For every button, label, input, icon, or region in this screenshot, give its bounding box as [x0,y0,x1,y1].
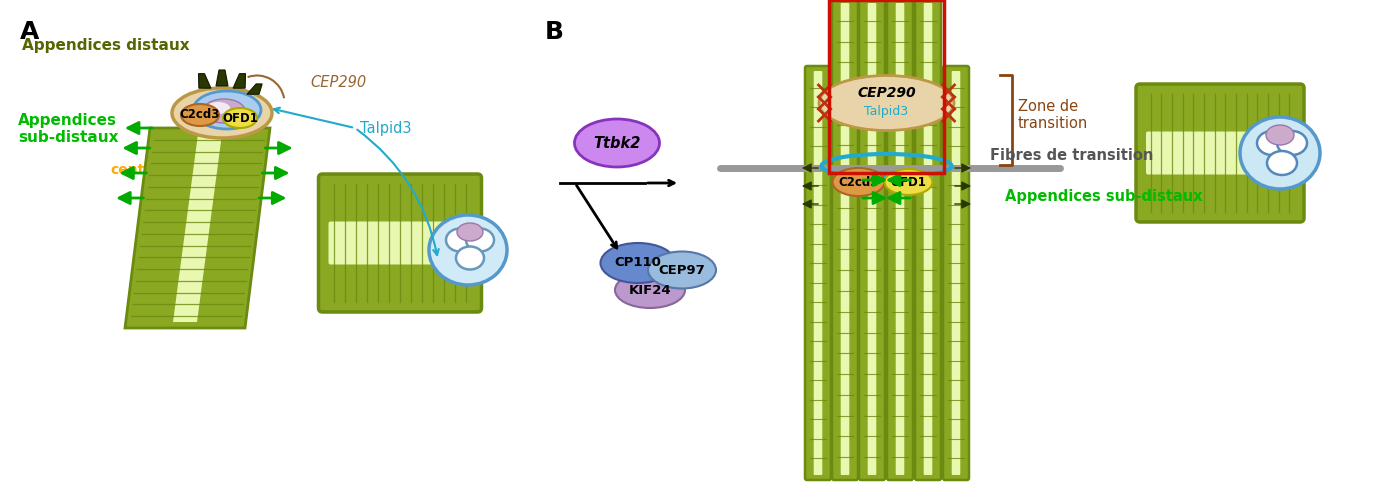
Text: CP110: CP110 [615,256,662,269]
Ellipse shape [600,243,676,283]
Ellipse shape [181,104,220,126]
FancyBboxPatch shape [328,222,471,264]
Polygon shape [125,128,270,328]
Polygon shape [199,74,211,88]
Text: OFD1: OFD1 [222,112,258,124]
Ellipse shape [884,169,932,195]
Ellipse shape [1266,125,1293,145]
Polygon shape [247,84,262,94]
Polygon shape [233,74,246,88]
Polygon shape [173,134,222,322]
Text: CEP290: CEP290 [310,75,367,90]
FancyBboxPatch shape [1135,84,1304,222]
FancyBboxPatch shape [832,0,858,480]
Text: CEP290: CEP290 [857,86,916,100]
FancyBboxPatch shape [1146,131,1293,174]
Ellipse shape [456,247,485,269]
Ellipse shape [172,88,272,138]
Text: Appendices sub-distaux: Appendices sub-distaux [1005,189,1203,204]
Text: C2cd3: C2cd3 [839,175,879,189]
Ellipse shape [194,91,261,129]
Ellipse shape [1240,117,1319,189]
FancyBboxPatch shape [895,3,905,475]
Text: Talpid3: Talpid3 [865,105,909,118]
Text: OFD1: OFD1 [891,175,927,189]
Text: B: B [545,20,564,44]
Ellipse shape [832,168,884,196]
FancyBboxPatch shape [868,3,876,475]
Ellipse shape [428,215,507,285]
FancyBboxPatch shape [840,3,850,475]
Text: Ttbk2: Ttbk2 [593,135,641,150]
Text: KIF24: KIF24 [629,283,671,296]
Text: Appendices distaux: Appendices distaux [22,38,189,53]
Text: Talpid3: Talpid3 [360,121,412,135]
FancyBboxPatch shape [805,66,831,480]
FancyBboxPatch shape [319,174,482,312]
FancyBboxPatch shape [924,3,932,475]
FancyBboxPatch shape [951,71,960,475]
Text: C2cd3: C2cd3 [180,108,220,121]
Text: A: A [21,20,40,44]
Text: CEP97: CEP97 [659,263,706,276]
Ellipse shape [457,223,483,241]
FancyBboxPatch shape [814,71,822,475]
Ellipse shape [1258,131,1287,155]
Ellipse shape [222,108,257,128]
Text: centrine: centrine [110,163,176,177]
Ellipse shape [465,229,494,251]
Ellipse shape [615,272,685,308]
Polygon shape [216,70,228,86]
Ellipse shape [1277,131,1307,155]
Ellipse shape [446,229,474,251]
Ellipse shape [203,99,244,123]
FancyBboxPatch shape [859,0,886,480]
FancyBboxPatch shape [914,0,941,480]
Text: Appendices
sub-distaux: Appendices sub-distaux [18,113,118,145]
Ellipse shape [206,102,231,114]
Text: Fibres de transition: Fibres de transition [990,148,1153,163]
Text: Zone de
transition: Zone de transition [1017,99,1089,131]
FancyBboxPatch shape [887,0,913,480]
Ellipse shape [820,76,954,130]
Ellipse shape [1267,151,1297,175]
Ellipse shape [574,119,659,167]
FancyBboxPatch shape [943,66,969,480]
Ellipse shape [648,251,715,288]
